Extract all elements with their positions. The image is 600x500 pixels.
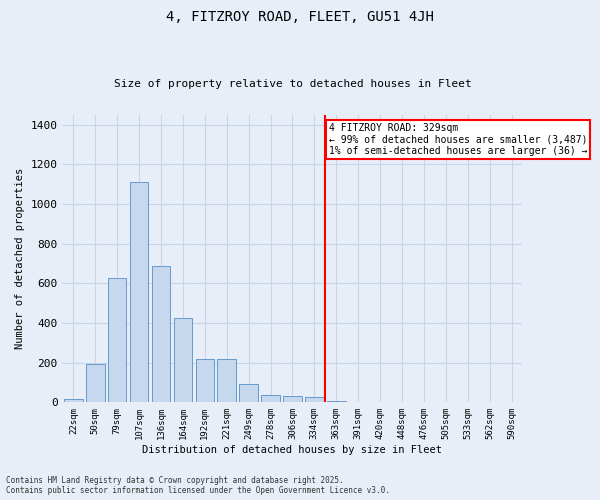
Bar xyxy=(86,364,104,403)
Bar xyxy=(283,396,302,402)
Bar xyxy=(173,318,192,402)
Text: 4, FITZROY ROAD, FLEET, GU51 4JH: 4, FITZROY ROAD, FLEET, GU51 4JH xyxy=(166,10,434,24)
X-axis label: Distribution of detached houses by size in Fleet: Distribution of detached houses by size … xyxy=(142,445,442,455)
Bar xyxy=(305,397,323,402)
Text: 4 FITZROY ROAD: 329sqm
← 99% of detached houses are smaller (3,487)
1% of semi-d: 4 FITZROY ROAD: 329sqm ← 99% of detached… xyxy=(329,122,587,156)
Bar xyxy=(152,266,170,402)
Bar xyxy=(261,396,280,402)
Bar xyxy=(196,358,214,403)
Title: Size of property relative to detached houses in Fleet: Size of property relative to detached ho… xyxy=(113,79,472,89)
Bar xyxy=(217,358,236,403)
Bar xyxy=(108,278,127,402)
Bar xyxy=(239,384,258,402)
Bar xyxy=(130,182,148,402)
Y-axis label: Number of detached properties: Number of detached properties xyxy=(15,168,25,349)
Bar xyxy=(64,400,83,402)
Text: Contains HM Land Registry data © Crown copyright and database right 2025.
Contai: Contains HM Land Registry data © Crown c… xyxy=(6,476,390,495)
Bar xyxy=(327,400,346,402)
